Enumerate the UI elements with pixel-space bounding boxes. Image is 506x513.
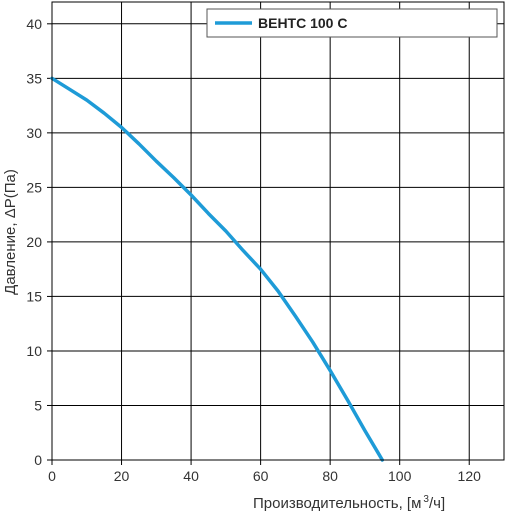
x-tick-label: 120 <box>458 468 482 484</box>
y-tick-label: 40 <box>26 16 42 32</box>
y-tick-label: 30 <box>26 125 42 141</box>
series-line-0 <box>50 76 385 462</box>
y-tick-label: 15 <box>26 288 42 304</box>
x-tick-label: 80 <box>322 468 338 484</box>
legend-label: ВЕНТС 100 С <box>258 15 347 31</box>
y-tick-label: 10 <box>26 343 42 359</box>
y-tick-label: 25 <box>26 179 42 195</box>
x-tick-label: 20 <box>114 468 130 484</box>
x-tick-label: 60 <box>253 468 269 484</box>
grid <box>47 2 504 465</box>
y-tick-label: 20 <box>26 234 42 250</box>
x-axis-label-tail: /ч] <box>429 495 445 512</box>
y-tick-label: 35 <box>26 70 42 86</box>
x-tick-labels: 0 20 40 60 80 100 120 <box>48 468 481 484</box>
series-layer <box>50 76 385 462</box>
x-axis-label-superscript: 3 <box>423 494 429 505</box>
x-tick-label: 40 <box>183 468 199 484</box>
plot-frame <box>51 1 505 461</box>
y-tick-labels: 0 5 10 15 20 25 30 35 40 <box>26 16 42 468</box>
x-tick-label: 100 <box>388 468 412 484</box>
y-axis-label: Давление, ΔP(Па) <box>2 169 19 295</box>
legend: ВЕНТС 100 С <box>206 8 498 38</box>
x-axis-label: Производительность, [м 3/ч] <box>253 494 445 512</box>
x-tick-label: 0 <box>48 468 56 484</box>
x-axis-label-main: Производительность, [м <box>253 495 421 512</box>
y-tick-label: 0 <box>34 452 42 468</box>
legend-box <box>206 8 498 38</box>
y-tick-label: 5 <box>34 397 42 413</box>
